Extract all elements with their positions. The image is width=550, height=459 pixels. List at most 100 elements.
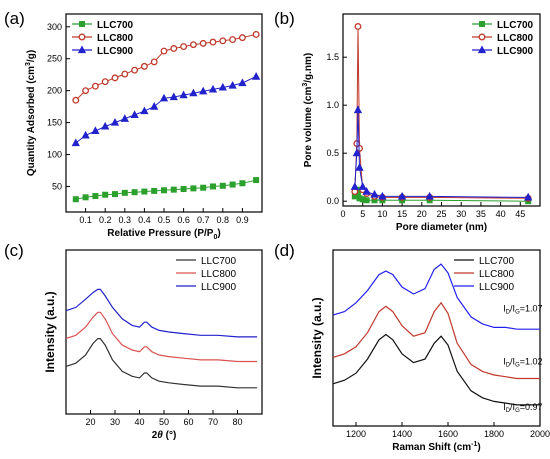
data-point [159, 93, 169, 102]
data-point [200, 184, 207, 191]
data-point [140, 106, 149, 115]
legend-label: LLC700 [201, 256, 236, 267]
data-point [354, 23, 362, 30]
data-point [131, 189, 138, 196]
x-tick-label: 80 [232, 417, 242, 427]
data-point [370, 189, 379, 198]
data-point [82, 87, 90, 95]
data-point [239, 180, 246, 187]
series-line-llc900 [354, 109, 529, 198]
id-ig-annotation: ID/IG=1.02 [503, 356, 542, 368]
x-tick-label: 0.9 [236, 215, 249, 225]
data-point [189, 88, 198, 97]
y-tick-label: 150 [47, 118, 62, 128]
data-point [151, 187, 158, 194]
data-point [190, 185, 197, 192]
x-tick-label: 20 [417, 209, 427, 219]
plot-frame [332, 249, 541, 427]
data-point [112, 191, 118, 198]
panel-1: (a) 0.1 0.2 0.3 0.4 0.5 0.6 0.7 0.8 0.9 50 100 150 20… [4, 9, 263, 241]
data-point [355, 163, 364, 171]
data-point [131, 66, 139, 74]
data-point [228, 80, 237, 89]
data-point [229, 36, 237, 43]
legend-marker [479, 21, 485, 27]
data-point [101, 121, 110, 130]
series-line-llc700 [65, 338, 258, 389]
x-tick-label: 30 [456, 209, 466, 219]
legend-marker [77, 45, 87, 54]
panel-label: (b) [274, 9, 295, 28]
legend-label: LLC800 [201, 269, 236, 280]
x-tick-label: 15 [397, 209, 407, 219]
x-axis-label: Raman Shift (cm-1) [392, 441, 480, 453]
data-point [160, 47, 168, 55]
data-point [141, 188, 148, 195]
x-axis-label: Relative Pressure (P/P0) [107, 228, 220, 241]
data-point [180, 43, 188, 51]
y-tick-label: 50 [52, 181, 62, 191]
data-point [397, 191, 407, 200]
y-axis-label: Intensity (a.u.) [43, 291, 57, 372]
data-point [91, 82, 99, 90]
x-tick-label: 1200 [346, 429, 366, 439]
panel-3: (c) 20 30 40 50 60 70 80 2θ (°) Intensity (a.u.) L… [4, 241, 263, 441]
data-point [81, 130, 90, 139]
data-point [150, 58, 158, 66]
data-point [72, 96, 80, 104]
x-axis-label: 2θ (°) [152, 430, 177, 441]
y-tick-label: 0.5 [326, 148, 339, 158]
data-point [111, 74, 119, 82]
x-tick-label: 35 [476, 209, 486, 219]
data-point [121, 70, 129, 78]
y-axis-label: Quantity Adsorbed (cm3/g) [25, 50, 37, 176]
data-point [378, 191, 387, 200]
legend-label: LLC700 [497, 20, 534, 31]
data-point [199, 39, 207, 47]
data-point [209, 38, 217, 46]
data-point [210, 183, 216, 190]
series-line-llc700 [332, 333, 540, 406]
y-tick-label: 100 [47, 150, 62, 160]
panel-4: (d) 1200 1400 1600 1800 2000 Raman Shift (cm-1… [274, 241, 550, 453]
series-line-llc900 [332, 263, 540, 330]
data-point [238, 78, 247, 87]
x-tick-label: 40 [134, 417, 144, 427]
data-point [92, 193, 99, 200]
x-tick-label: 40 [496, 209, 506, 219]
x-tick-label: 1400 [392, 429, 412, 439]
legend-label: LLC800 [497, 33, 534, 44]
x-tick-label: 45 [515, 209, 525, 219]
data-point [252, 30, 260, 38]
legend-label: LLC700 [479, 256, 514, 267]
data-point [170, 186, 177, 193]
data-point [170, 45, 178, 52]
x-tick-label: 0.3 [119, 215, 132, 225]
panel-2: (b) 0 5 10 15 20 25 30 35 40 45 0.0 0.5 1.0 1.5 Pore di… [274, 9, 541, 233]
data-point [253, 177, 260, 184]
y-tick-label: 200 [47, 86, 62, 96]
data-point [91, 126, 100, 134]
series-line-llc800 [332, 301, 540, 380]
x-tick-label: 0.7 [197, 215, 210, 225]
data-point [362, 187, 371, 195]
legend-marker [78, 33, 86, 41]
data-point [189, 41, 197, 49]
data-point [425, 191, 434, 200]
x-tick-label: 5 [360, 209, 365, 219]
x-tick-label: 1600 [438, 429, 458, 439]
data-point [350, 182, 359, 190]
x-axis-label: Pore diameter (nm) [396, 222, 487, 233]
data-point [120, 114, 129, 122]
data-point [208, 84, 218, 93]
data-point [161, 187, 167, 194]
data-point [169, 92, 178, 101]
y-tick-label: 250 [47, 54, 62, 64]
data-point [180, 186, 187, 193]
x-tick-label: 2000 [530, 429, 550, 439]
data-point [110, 118, 120, 126]
data-point [199, 86, 208, 95]
legend-label: LLC900 [201, 282, 236, 293]
legend-label: LLC700 [97, 20, 134, 31]
x-tick-label: 70 [208, 417, 218, 427]
